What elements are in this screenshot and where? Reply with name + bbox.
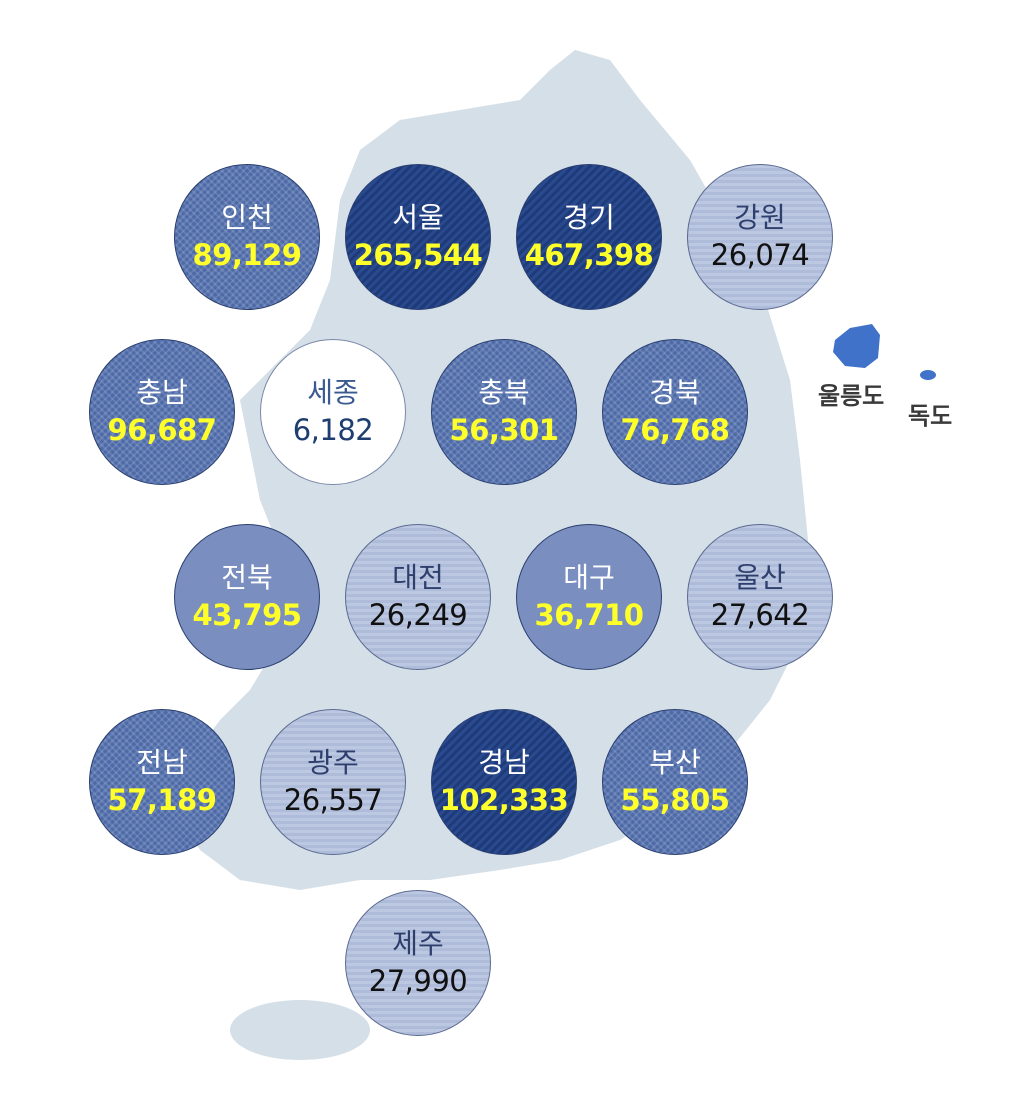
ulleungdo-shape: [833, 324, 880, 368]
region-value: 265,544: [353, 238, 483, 272]
region-name: 서울: [392, 201, 444, 234]
region-circle: 부산 55,805: [602, 709, 748, 855]
region-circle: 대전 26,249: [345, 524, 491, 670]
region-circle: 울산 27,642: [687, 524, 833, 670]
region-name: 경기: [563, 201, 615, 234]
region-circle: 강원 26,074: [687, 164, 833, 310]
ulleungdo-label: 울릉도: [818, 382, 885, 410]
region-value: 27,990: [368, 964, 468, 998]
region-circle: 서울 265,544: [345, 164, 491, 310]
region-circle: 전북 43,795: [174, 524, 320, 670]
region-circle: 경북 76,768: [602, 339, 748, 485]
region-value: 27,642: [710, 598, 810, 632]
region-value: 6,182: [292, 413, 374, 447]
region-name: 대전: [392, 561, 444, 594]
region-name: 충남: [136, 376, 188, 409]
region-value: 26,074: [710, 238, 810, 272]
region-circle: 세종 6,182: [260, 339, 406, 485]
region-name: 광주: [307, 746, 359, 779]
region-circle: 광주 26,557: [260, 709, 406, 855]
region-value: 26,249: [368, 598, 468, 632]
region-name: 울산: [734, 561, 786, 594]
region-circle: 경기 467,398: [516, 164, 662, 310]
region-name: 경북: [649, 376, 701, 409]
region-name: 세종: [307, 376, 359, 409]
region-circle: 경남 102,333: [431, 709, 577, 855]
jeju-shape: [230, 1000, 370, 1060]
region-circle: 충북 56,301: [431, 339, 577, 485]
region-value: 26,557: [283, 783, 383, 817]
region-value: 89,129: [192, 238, 302, 272]
region-value: 57,189: [107, 783, 217, 817]
region-circle: 제주 27,990: [345, 890, 491, 1036]
region-value: 96,687: [107, 413, 217, 447]
region-value: 43,795: [192, 598, 302, 632]
region-name: 부산: [649, 746, 701, 779]
region-name: 강원: [734, 201, 786, 234]
region-name: 경남: [478, 746, 530, 779]
region-name: 충북: [478, 376, 530, 409]
region-name: 대구: [563, 561, 615, 594]
region-value: 56,301: [449, 413, 559, 447]
region-name: 전남: [136, 746, 188, 779]
region-value: 55,805: [620, 783, 730, 817]
region-name: 인천: [221, 201, 273, 234]
region-value: 467,398: [524, 238, 654, 272]
dokdo-shape: [920, 370, 936, 380]
region-circle: 인천 89,129: [174, 164, 320, 310]
region-value: 102,333: [439, 783, 569, 817]
region-name: 전북: [221, 561, 273, 594]
region-circle: 대구 36,710: [516, 524, 662, 670]
region-value: 36,710: [534, 598, 644, 632]
region-value: 76,768: [620, 413, 730, 447]
region-name: 제주: [392, 927, 444, 960]
region-circle: 전남 57,189: [89, 709, 235, 855]
region-circle: 충남 96,687: [89, 339, 235, 485]
dokdo-label: 독도: [908, 402, 953, 430]
